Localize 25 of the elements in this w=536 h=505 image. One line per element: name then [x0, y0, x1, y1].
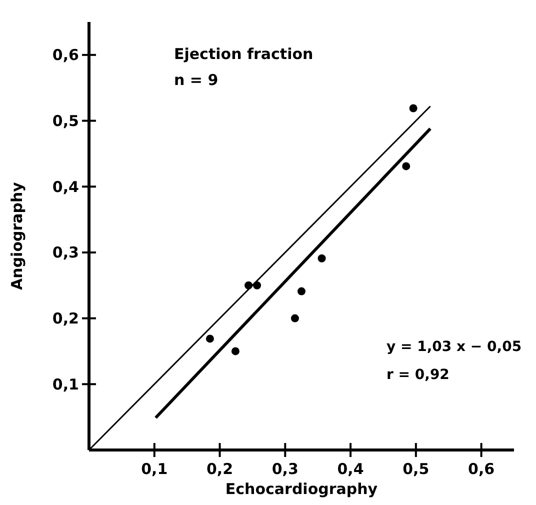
y-tick-label: 0,2	[52, 310, 79, 328]
x-axis-title: Echocardiography	[225, 480, 378, 498]
text: n = 9	[174, 70, 218, 89]
point	[409, 104, 418, 112]
y-axis-title: Angiography	[8, 182, 26, 290]
x-tick-label: 0,4	[337, 460, 364, 478]
point	[206, 334, 214, 343]
x-tick-label: 0,6	[468, 460, 495, 478]
point	[402, 162, 410, 170]
text: Ejection fraction	[174, 44, 314, 63]
x-tick-label: 0,2	[206, 460, 234, 478]
point	[231, 347, 240, 356]
annotation: y = 1,03 x − 0,05	[386, 339, 522, 356]
point	[290, 314, 299, 322]
x-tick-label: 0,3	[272, 460, 298, 478]
y-tick-label: 0,6	[52, 46, 79, 64]
point	[298, 287, 306, 296]
y-tick-label: 0,3	[52, 244, 79, 262]
y-tick-label: 0,1	[52, 375, 79, 394]
y-tick-label: 0,5	[52, 112, 79, 130]
y-tick-label: 0,4	[52, 178, 79, 196]
x-tick-label: 0,5	[402, 460, 430, 478]
annotation: r = 0,92	[386, 367, 450, 384]
x-tick-label: 0,1	[141, 460, 168, 478]
point	[318, 254, 326, 262]
